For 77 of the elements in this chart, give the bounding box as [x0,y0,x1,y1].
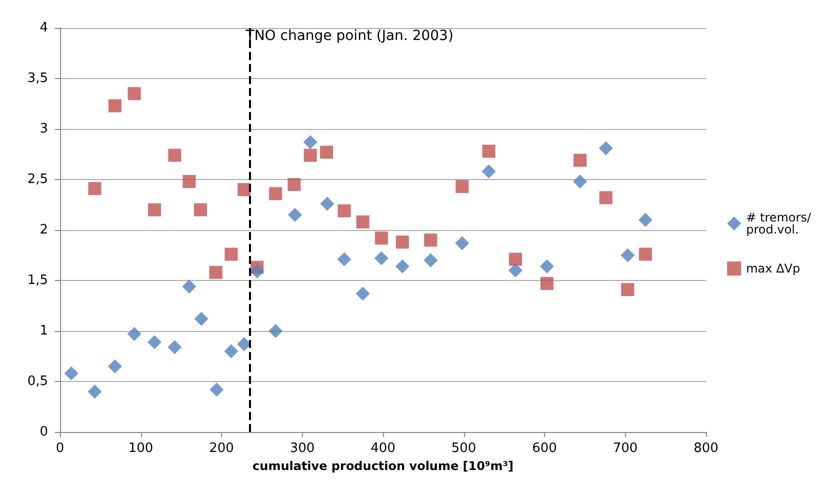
point [338,204,351,218]
point [598,141,613,156]
legend-label: max ΔVp [746,262,800,276]
point [288,178,301,192]
point [88,182,102,196]
point [573,174,588,189]
point [540,259,554,274]
point [337,252,352,266]
point [168,340,182,354]
point [147,335,162,350]
point [194,312,208,326]
point [182,175,196,188]
point [599,191,612,204]
point [238,183,251,196]
point [395,259,410,274]
point [237,337,252,352]
point [182,280,196,294]
point [194,203,208,216]
point [168,148,182,162]
point [268,324,283,338]
point [482,144,496,158]
x-tick-label: 600 [532,441,557,456]
point [108,359,122,374]
y-tick-label: 1 [40,324,48,338]
point [574,154,587,167]
x-tick-label: 500 [451,441,476,456]
point [224,248,238,261]
point [250,264,264,278]
point [304,148,317,162]
y-tick-label: 0 [40,424,48,440]
point [508,252,522,266]
point [127,327,142,342]
point [396,236,409,249]
x-tick-label: 400 [370,441,396,456]
x-tick-label: 100 [128,441,154,456]
point [148,203,161,216]
x-tick-label: 700 [612,441,638,456]
point [288,208,302,222]
point [456,180,469,194]
point [209,266,222,279]
y-tick-label: 2,5 [27,172,48,187]
point [88,384,102,399]
y-tick-label: 2 [40,222,48,238]
point [374,251,388,266]
point [374,232,388,245]
x-tick-label: 0 [56,441,64,456]
point [424,253,438,268]
y-tick-label: 4 [40,20,48,36]
y-tick-label: 3,5 [27,71,48,86]
point [320,146,333,159]
legend-label: # tremors/ prod.vol. [746,210,812,236]
x-tick-label: 800 [694,441,718,456]
point [540,277,554,290]
point [128,87,141,100]
point [320,196,334,211]
y-tick-label: 3 [40,122,48,136]
point [424,234,438,247]
point [64,366,78,380]
point [269,187,282,200]
point [303,135,318,150]
point [356,286,370,301]
y-tick-label: 1,5 [27,273,48,288]
point [455,236,470,250]
x-tick-label: 300 [290,441,315,456]
point [108,99,122,112]
point [482,164,496,178]
x-tick-label: 200 [209,441,234,456]
point [620,248,635,262]
x-axis-title: cumulative production volume [10⁹m³] [252,458,514,473]
point [508,263,522,278]
point [621,283,634,296]
point [638,212,652,227]
point [356,215,370,228]
point [210,382,224,397]
y-tick-label: 0,5 [27,374,48,389]
point [224,344,238,358]
point [638,248,652,261]
